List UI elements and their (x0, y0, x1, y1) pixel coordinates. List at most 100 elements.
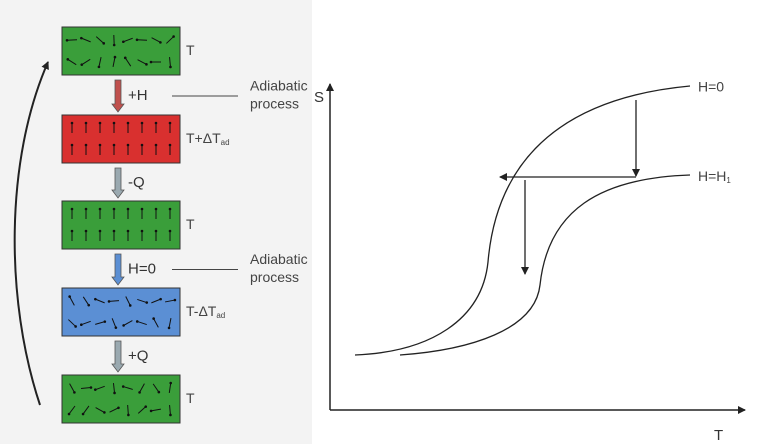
spin-head (155, 208, 158, 211)
spin-head (113, 144, 116, 147)
spin-head (103, 411, 106, 414)
spin-head (113, 392, 116, 395)
spin-head (174, 299, 177, 302)
spin-head (114, 56, 117, 59)
spin-head (71, 144, 74, 147)
step-label: +Q (128, 347, 148, 364)
spin-head (136, 38, 139, 41)
spin-head (99, 144, 102, 147)
spin-head (127, 414, 130, 417)
spin-head (169, 382, 172, 385)
curve-label-main: H=H (698, 168, 726, 184)
box-label-sub: ad (221, 138, 230, 147)
spin-head (94, 298, 97, 301)
spin-head (102, 42, 105, 45)
spin-head (66, 58, 69, 61)
spin-head (159, 298, 162, 301)
spin-head (152, 317, 155, 320)
y-axis-label: S (314, 89, 324, 106)
spin-head (113, 44, 116, 47)
graph: S T H=0 H=H1 (314, 79, 745, 444)
spin-head (144, 405, 147, 408)
spin-head (80, 323, 83, 326)
spin-head (80, 63, 83, 66)
spin-head (113, 208, 116, 211)
spin-head (117, 406, 120, 409)
spin-head (66, 39, 69, 42)
spin-head (74, 325, 77, 328)
curve-label: H=H1 (698, 168, 731, 185)
spin-head (99, 208, 102, 211)
spin-head (127, 208, 130, 211)
spin-head (113, 122, 116, 125)
spin-head (141, 122, 144, 125)
box-label: T (186, 42, 195, 58)
x-axis-label: T (714, 427, 723, 444)
spin-head (85, 230, 88, 233)
spin-head (68, 413, 71, 416)
spin-head (98, 66, 101, 69)
spin-head (85, 208, 88, 211)
spin-head (138, 391, 141, 394)
spin-head (94, 388, 97, 391)
spin-head (87, 304, 90, 307)
box-label-main: T+ΔT (186, 130, 221, 146)
spin-head (104, 320, 107, 323)
spin-head (169, 230, 172, 233)
spin-head (150, 410, 153, 413)
spin-head (141, 144, 144, 147)
spin-head (168, 327, 171, 330)
spin-head (129, 304, 132, 307)
spin-head (169, 144, 172, 147)
spin-head (73, 391, 76, 394)
spin-head (169, 414, 172, 417)
spin-head (122, 385, 125, 388)
spin-head (136, 320, 139, 323)
spin-head (141, 208, 144, 211)
note-text: process (250, 96, 299, 112)
spin-head (82, 413, 85, 416)
spin-head (122, 324, 125, 327)
spin-head (155, 122, 158, 125)
spin-head (159, 41, 162, 44)
spin-head (68, 295, 71, 298)
step-label: H=0 (128, 260, 156, 277)
spin-head (108, 300, 111, 303)
note-text: process (250, 269, 299, 285)
box-label-main: T (186, 390, 195, 406)
note-text: Adiabatic (250, 251, 308, 267)
box-label: T (186, 216, 195, 232)
spin-head (71, 230, 74, 233)
step-label: -Q (128, 174, 145, 191)
spin-head (99, 230, 102, 233)
note-text: Adiabatic (250, 78, 308, 94)
spin-head (127, 122, 130, 125)
spin-head (169, 66, 172, 69)
spin-head (169, 208, 172, 211)
spin-box (62, 27, 180, 75)
spin-head (169, 122, 172, 125)
spin-head (122, 40, 125, 43)
spin-head (90, 386, 93, 389)
spin-head (150, 61, 153, 64)
box-label-main: T (186, 216, 195, 232)
spin-head (80, 37, 83, 40)
spin-head (99, 122, 102, 125)
spin-head (71, 122, 74, 125)
spin-head (155, 144, 158, 147)
spin-head (85, 144, 88, 147)
spin (128, 405, 129, 415)
curve (400, 175, 690, 355)
spin-head (145, 63, 148, 66)
box-label: T (186, 390, 195, 406)
spin-head (71, 208, 74, 211)
curve-label-sub: 1 (726, 176, 731, 185)
step-label: +H (128, 87, 148, 104)
diagram: TT+ΔTadTT-ΔTadT+HAdiabaticprocess-QH=0Ad… (0, 0, 760, 444)
spin-head (113, 230, 116, 233)
spin-box (62, 288, 180, 336)
spin-head (141, 230, 144, 233)
spin-box (62, 375, 180, 423)
spin-head (158, 391, 161, 394)
spin-head (85, 122, 88, 125)
